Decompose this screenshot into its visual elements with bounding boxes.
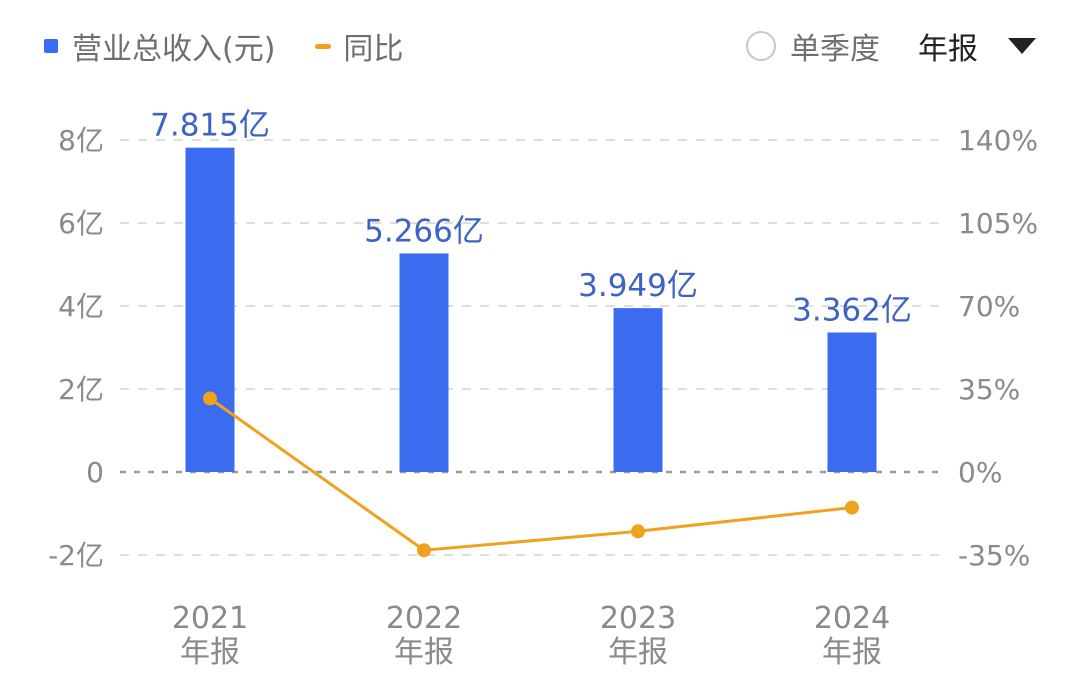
y-right-tick-label: -35% [958,539,1030,572]
period-dropdown-value: 年报 [918,32,978,67]
revenue-bar [613,308,663,472]
legend-item-revenue[interactable]: 营业总收入(元) [44,24,275,68]
x-tick-period: 年报 [394,635,454,670]
y-left-tick-label: -2亿 [48,539,104,572]
legend-revenue-label: 营业总收入(元) [72,32,276,67]
bar-value-label: 7.815亿 [150,108,270,144]
y-right-tick-label: 140% [958,124,1038,157]
bar-value-label: 3.362亿 [792,292,912,328]
y-left-tick-label: 8亿 [58,124,104,157]
y-right-tick-label: 35% [958,373,1020,406]
y-right-tick-label: 105% [958,207,1038,240]
y-right-tick-label: 0% [958,456,1002,489]
legend-revenue-swatch [44,39,58,53]
revenue-bars [185,147,877,473]
y-left-tick-label: 2亿 [58,373,104,406]
x-tick-period: 年报 [180,635,240,670]
revenue-bar [185,147,235,473]
yoy-point [631,524,645,539]
yoy-point [845,500,859,515]
legend-item-yoy[interactable]: 同比 [315,24,403,68]
yoy-line-path [209,397,853,552]
legend-yoy-label: 同比 [343,32,404,67]
bar-value-label: 5.266亿 [364,213,484,249]
revenue-bar [827,332,877,472]
x-tick-year: 2023 [600,601,676,636]
legend-yoy-swatch [315,43,332,49]
x-tick-period: 年报 [822,635,882,670]
y-left-tick-label: 0 [86,456,104,489]
yoy-point [417,543,431,558]
quarterly-radio-label[interactable]: 单季度 [790,32,880,67]
y-right-tick-label: 70% [958,290,1020,323]
caret-down-icon [1008,38,1036,54]
quarterly-radio[interactable] [746,31,776,61]
data-labels: 7.815亿 5.266亿 3.949亿 3.362亿 [150,108,912,329]
yoy-point [203,391,217,406]
chart-legend: 营业总收入(元) 同比 [44,18,443,74]
axis-ticks: 8亿 140%6亿 105%4亿 70%2亿 35%0 0%-2亿 -35%2021年报20… [48,124,1038,670]
y-left-tick-label: 4亿 [58,290,104,323]
x-tick-year: 2021 [172,601,248,636]
x-tick-year: 2022 [386,601,462,636]
bar-value-label: 3.949亿 [578,268,698,304]
grid-lines [120,139,940,556]
yoy-line [203,391,859,558]
x-tick-year: 2024 [814,601,890,636]
y-left-tick-label: 6亿 [58,207,104,240]
x-tick-period: 年报 [608,635,668,670]
chart-controls: 单季度 年报 [746,18,1036,74]
period-dropdown[interactable]: 年报 [918,24,1036,68]
revenue-bar [399,253,449,472]
